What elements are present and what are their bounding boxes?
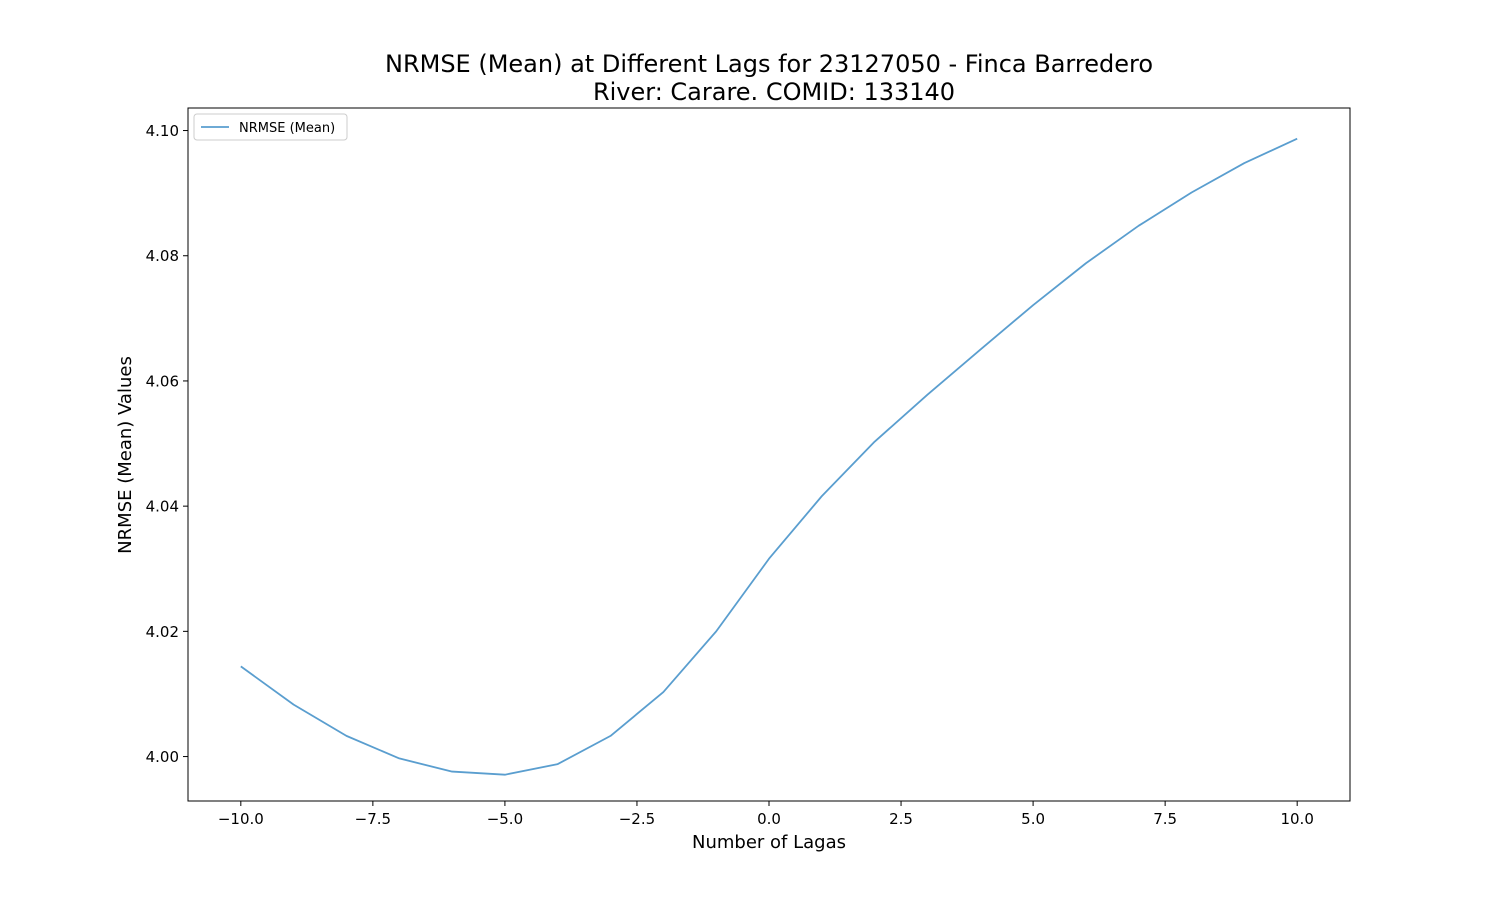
- legend-label: NRMSE (Mean): [239, 121, 335, 136]
- x-axis-label: Number of Lagas: [692, 832, 846, 853]
- chart-title-line1: NRMSE (Mean) at Different Lags for 23127…: [385, 50, 1153, 78]
- x-tick-label: 2.5: [889, 810, 913, 828]
- y-tick-label: 4.00: [146, 748, 179, 766]
- x-tick-label: −10.0: [218, 810, 264, 828]
- legend: NRMSE (Mean): [193, 113, 348, 141]
- y-tick-label: 4.04: [146, 498, 179, 516]
- y-axis-ticks: 4.00 4.02 4.04 4.06 4.08 4.10: [146, 122, 188, 766]
- series-line-0: [240, 137, 1298, 776]
- x-tick-label: 5.0: [1021, 810, 1045, 828]
- y-tick-label: 4.08: [146, 247, 179, 265]
- x-tick-label: −2.5: [619, 810, 655, 828]
- x-tick-label: 0.0: [757, 810, 781, 828]
- legend-box: [193, 113, 348, 141]
- x-tick-label: 7.5: [1153, 810, 1177, 828]
- x-tick-label: 10.0: [1280, 810, 1313, 828]
- y-axis-label: NRMSE (Mean) Values: [115, 356, 136, 554]
- chart-title-line2: River: Carare. COMID: 133140: [593, 78, 955, 106]
- x-tick-label: −5.0: [487, 810, 523, 828]
- x-axis-ticks: −10.0 −7.5 −5.0 −2.5 0.0 2.5 5.0 7.5 10.0: [218, 801, 1314, 828]
- y-tick-label: 4.02: [146, 623, 179, 641]
- y-tick-label: 4.10: [146, 122, 179, 140]
- y-tick-label: 4.06: [146, 372, 179, 390]
- series-layer: [240, 137, 1298, 776]
- plot-area: [188, 108, 1350, 801]
- x-tick-label: −7.5: [355, 810, 391, 828]
